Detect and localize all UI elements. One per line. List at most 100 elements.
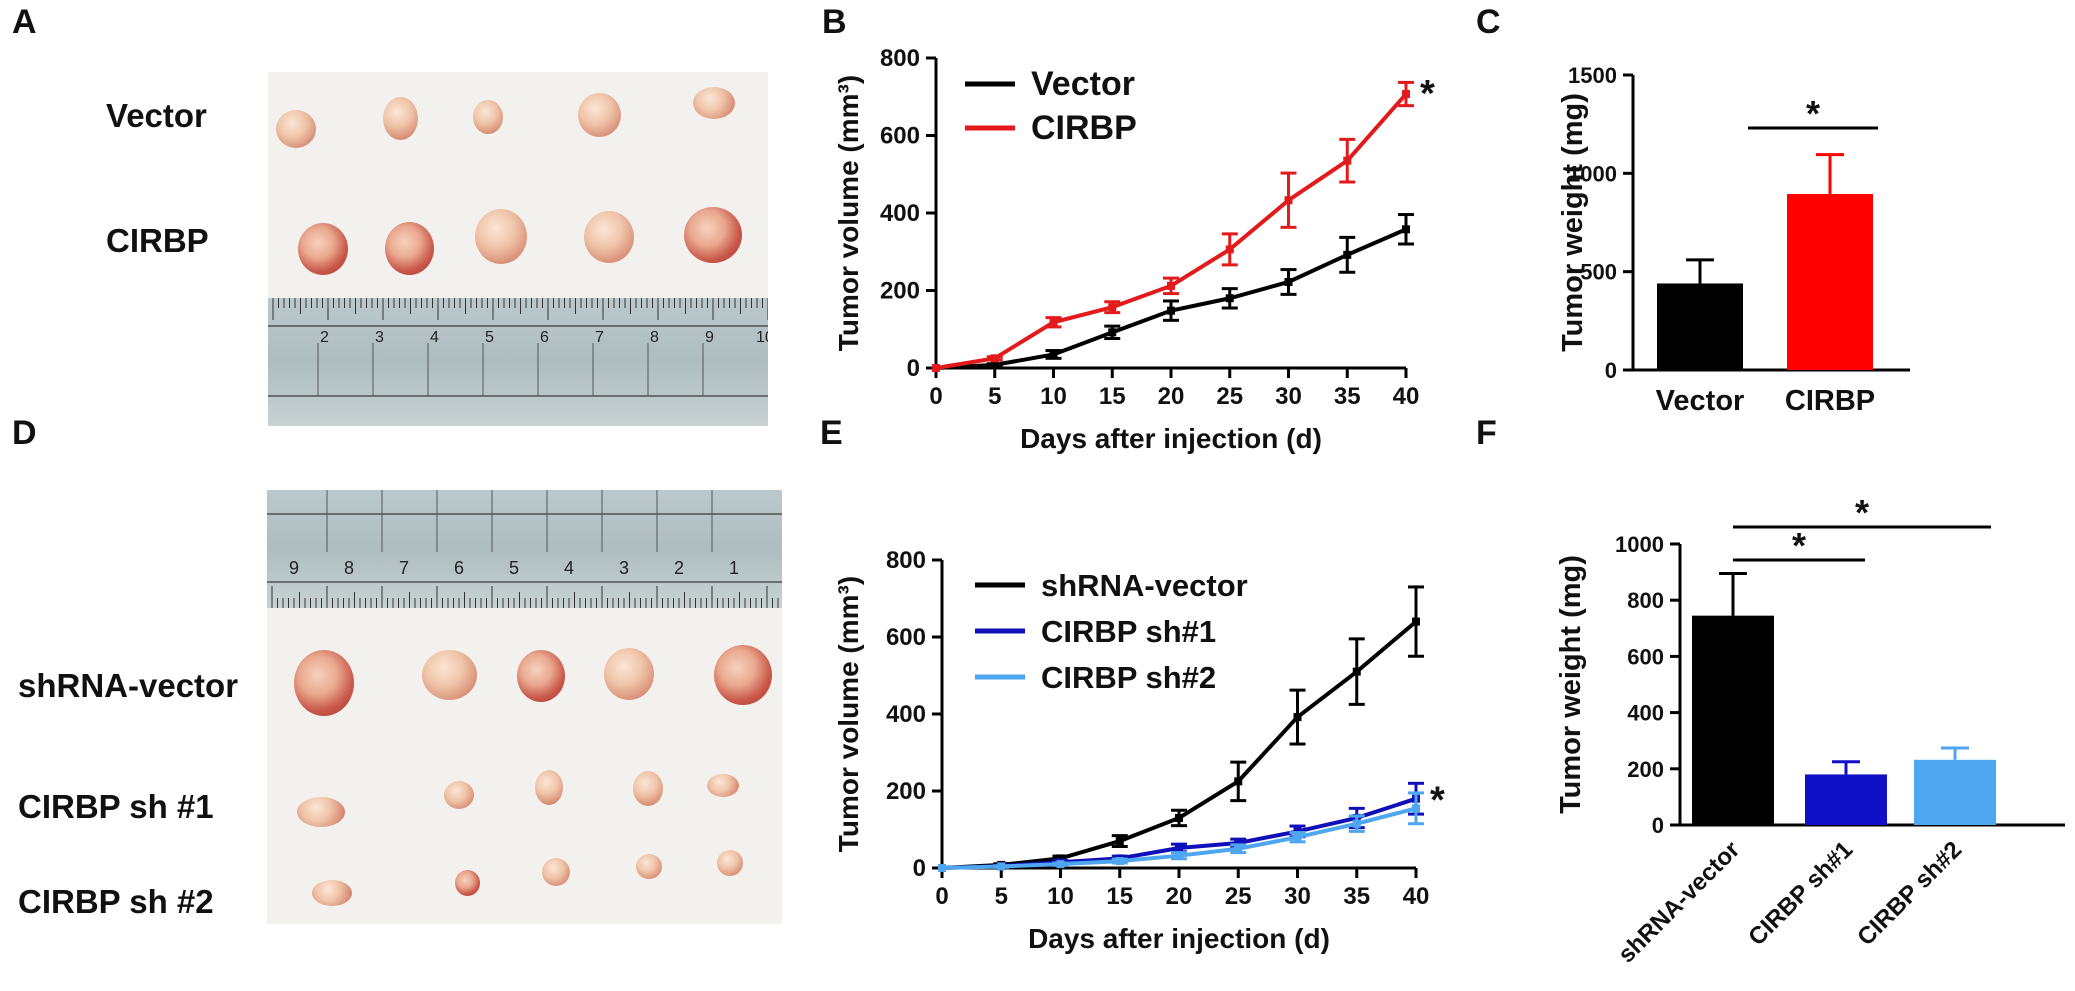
x-tick-label: 30 bbox=[1275, 383, 1302, 410]
y-axis-label: Tumor weight (mg) bbox=[1555, 555, 1587, 814]
ruler-number: 1 bbox=[729, 558, 739, 578]
tumor bbox=[535, 770, 563, 805]
tumor bbox=[475, 209, 527, 264]
x-tick-label: 40 bbox=[1393, 383, 1420, 410]
y-tick-label: 1000 bbox=[1568, 161, 1617, 186]
data-point bbox=[1108, 303, 1117, 312]
x-tick-label: 40 bbox=[1403, 883, 1430, 910]
data-point bbox=[990, 354, 999, 363]
panel-label-e: E bbox=[820, 414, 843, 452]
ruler-number: 3 bbox=[375, 329, 384, 346]
y-tick-label: 200 bbox=[886, 778, 926, 805]
data-point bbox=[1343, 156, 1352, 165]
row-label-cirbp-sh2: CIRBP sh #2 bbox=[18, 883, 214, 920]
tumor bbox=[473, 100, 503, 134]
x-tick-label: 30 bbox=[1284, 883, 1311, 910]
tumor-photo-knockdown: 9 8 7 6 5 4 3 2 1 bbox=[267, 490, 782, 924]
tumor bbox=[422, 650, 477, 700]
y-tick-label: 600 bbox=[886, 624, 926, 651]
y-tick-label: 500 bbox=[1580, 260, 1617, 285]
data-point bbox=[1412, 804, 1420, 813]
data-point bbox=[1175, 851, 1183, 860]
data-point bbox=[1049, 350, 1058, 359]
series-line-CIRBP bbox=[935, 92, 1408, 370]
tumor bbox=[294, 650, 354, 716]
legend-label: shRNA-vector bbox=[1041, 568, 1248, 603]
data-point bbox=[1225, 245, 1234, 254]
tumor-photo-overexpression: 2 3 4 5 6 7 8 9 10 bbox=[268, 72, 768, 426]
data-point bbox=[1167, 281, 1175, 290]
data-point bbox=[997, 862, 1006, 871]
data-point bbox=[1293, 713, 1302, 722]
line-chart-B: 0 200 400 600 800 0 5 10 15 20 25 30 35 40 Days after … bbox=[833, 45, 1435, 454]
tumor bbox=[444, 781, 474, 809]
y-tick-label: 600 bbox=[1627, 644, 1664, 669]
legend-label: CIRBP sh#2 bbox=[1041, 660, 1216, 695]
tumor bbox=[276, 110, 316, 148]
x-tick-label: CIRBP sh#1 bbox=[1743, 836, 1858, 951]
ruler-number: 5 bbox=[509, 558, 519, 578]
y-tick-label: 0 bbox=[913, 855, 926, 882]
significance-star: * bbox=[1792, 525, 1806, 566]
data-point bbox=[1115, 857, 1124, 866]
data-point bbox=[1167, 306, 1175, 315]
data-point bbox=[1225, 294, 1234, 303]
x-axis-label: Days after injection (d) bbox=[1028, 923, 1330, 954]
x-tick-label: 25 bbox=[1216, 383, 1243, 410]
ruler-number: 8 bbox=[650, 329, 659, 346]
significance-star: * bbox=[1430, 780, 1445, 822]
tumor bbox=[693, 87, 735, 119]
ruler-number: 2 bbox=[674, 558, 684, 578]
bar-chart-C: 0 500 1000 1500 Tumor weight (mg) Vector CIRBP… bbox=[1557, 63, 1910, 417]
x-tick-label: 20 bbox=[1158, 383, 1185, 410]
tumor bbox=[297, 797, 345, 827]
y-axis-label: Tumor volume (mm³) bbox=[833, 75, 864, 351]
bar-shRNA-vector bbox=[1692, 615, 1774, 825]
tumor bbox=[717, 850, 743, 876]
tumor bbox=[707, 774, 739, 797]
ruler-number: 3 bbox=[619, 558, 629, 578]
tumor bbox=[312, 880, 352, 906]
tumor bbox=[578, 93, 621, 137]
y-axis-label: Tumor volume (mm³) bbox=[833, 576, 864, 852]
data-point bbox=[1056, 860, 1065, 869]
data-point bbox=[1284, 196, 1293, 205]
ruler-number: 2 bbox=[320, 329, 329, 346]
ruler-number: 9 bbox=[705, 329, 714, 346]
bar-CIRBP bbox=[1787, 193, 1873, 370]
tumor bbox=[298, 223, 348, 275]
x-tick-label: CIRBP bbox=[1785, 385, 1875, 417]
significance-star: * bbox=[1855, 492, 1869, 533]
data-point bbox=[1284, 277, 1293, 286]
x-tick-label: 0 bbox=[929, 383, 942, 410]
x-tick-label: 35 bbox=[1334, 383, 1361, 410]
series-line-shRNA-vector bbox=[941, 620, 1418, 870]
row-label-cirbp: CIRBP bbox=[106, 222, 209, 259]
ruler-number: 5 bbox=[485, 329, 494, 346]
panel-label-f: F bbox=[1476, 414, 1497, 452]
y-tick-label: 800 bbox=[1627, 588, 1664, 613]
panel-label-d: D bbox=[12, 414, 37, 452]
data-point bbox=[938, 864, 946, 872]
tumor bbox=[604, 648, 654, 700]
bar-CIRBP sh#2 bbox=[1914, 759, 1996, 825]
y-tick-label: 0 bbox=[1605, 358, 1617, 383]
ruler: 2 3 4 5 6 7 8 9 10 bbox=[268, 298, 768, 426]
x-tick-label: 35 bbox=[1343, 883, 1370, 910]
data-point bbox=[932, 364, 940, 372]
y-tick-label: 400 bbox=[880, 200, 920, 227]
bar-Vector bbox=[1657, 283, 1743, 370]
data-point bbox=[1175, 813, 1183, 822]
tumor bbox=[584, 211, 634, 263]
data-point bbox=[1293, 833, 1302, 842]
ruler-number: 9 bbox=[289, 558, 299, 578]
tumor bbox=[455, 870, 480, 896]
y-tick-label: 0 bbox=[907, 355, 920, 382]
data-point bbox=[1402, 90, 1410, 99]
y-tick-label: 400 bbox=[886, 701, 926, 728]
y-axis-label: Tumor weight (mg) bbox=[1557, 93, 1589, 352]
x-tick-label: 5 bbox=[995, 883, 1008, 910]
x-tick-label: 25 bbox=[1225, 883, 1252, 910]
y-tick-label: 200 bbox=[1627, 757, 1664, 782]
